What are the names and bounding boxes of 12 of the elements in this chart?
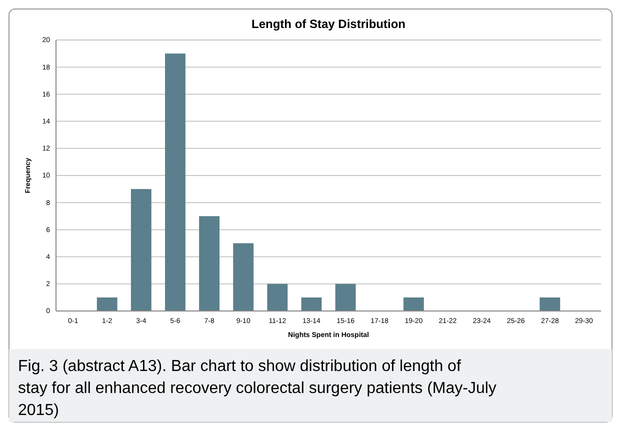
caption: Fig. 3 (abstract A13). Bar chart to show distribution of length of stay for all enhanced recovery colorectal surgery patients (May-July 2015) xyxy=(18,358,496,419)
bar xyxy=(96,297,118,311)
bar xyxy=(165,54,186,311)
bar xyxy=(130,189,152,311)
bar xyxy=(233,243,254,311)
bar xyxy=(540,297,560,311)
bar xyxy=(199,216,220,311)
bar xyxy=(403,297,424,311)
bar xyxy=(335,284,356,311)
bar xyxy=(267,284,288,311)
chart-title: Length of Stay Distribution xyxy=(252,17,406,31)
bar xyxy=(301,297,322,311)
